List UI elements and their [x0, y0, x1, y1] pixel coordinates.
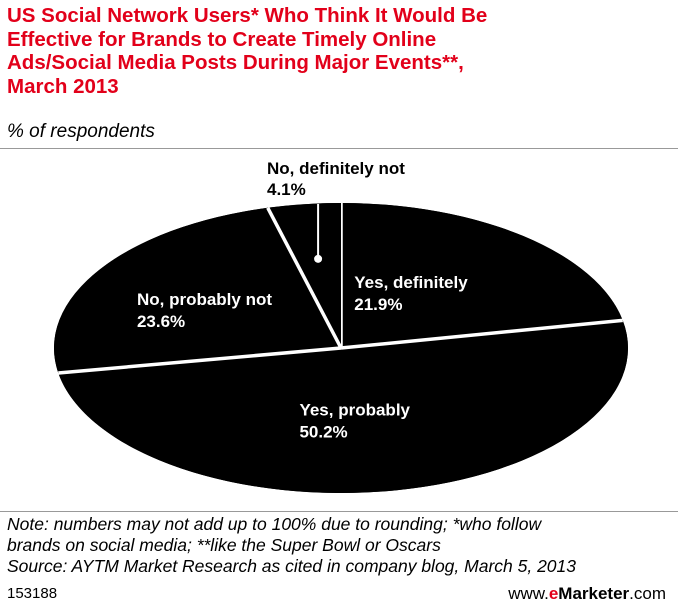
slice-label-2: No, probably not	[137, 290, 272, 309]
brand-e: e	[548, 584, 559, 603]
note-line: brands on social media; **like the Super…	[7, 535, 441, 555]
slice-label-1: Yes, probably	[299, 400, 410, 419]
brand-logo: www.eMarketer.com	[508, 584, 666, 604]
brand-suffix: .com	[629, 584, 666, 603]
chart-notes: Note: numbers may not add up to 100% due…	[7, 514, 672, 577]
slice-separator	[58, 346, 342, 375]
chart-title-line: March 2013	[7, 74, 119, 98]
leader-dot	[314, 254, 323, 263]
source-line: Source: AYTM Market Research as cited in…	[7, 556, 577, 576]
slice-separator	[340, 318, 623, 350]
pie-slice-1	[58, 320, 628, 493]
chart-id: 153188	[7, 585, 58, 602]
slice-label-0: Yes, definitely	[354, 273, 468, 292]
bottom-divider	[0, 511, 678, 512]
slice-value-0: 21.9%	[354, 295, 402, 314]
chart-title-line: US Social Network Users* Who Think It Wo…	[7, 4, 488, 27]
chart-title: US Social Network Users* Who Think It Wo…	[7, 4, 671, 98]
chart-title-line: Effective for Brands to Create Timely On…	[7, 27, 437, 51]
brand-prefix: www.	[508, 584, 549, 603]
chart-title-line: Ads/Social Media Posts During Major Even…	[7, 51, 464, 74]
pie-slice-0	[341, 203, 623, 348]
note-line: Note: numbers may not add up to 100% due…	[7, 514, 542, 534]
pie-slice-2	[54, 207, 342, 373]
slice-value-3: 4.1%	[267, 180, 306, 199]
pie-chart: Yes, definitely 21.9% Yes, probably 50.2% No…	[54, 159, 628, 493]
slice-value-2: 23.6%	[137, 312, 185, 331]
brand-name: Marketer	[558, 584, 630, 603]
slice-separator	[266, 206, 343, 349]
chart-subtitle: % of respondents	[7, 121, 155, 142]
top-divider	[0, 148, 678, 149]
slice-label-3: No, definitely not	[267, 159, 405, 178]
slice-value-1: 50.2%	[299, 422, 347, 441]
